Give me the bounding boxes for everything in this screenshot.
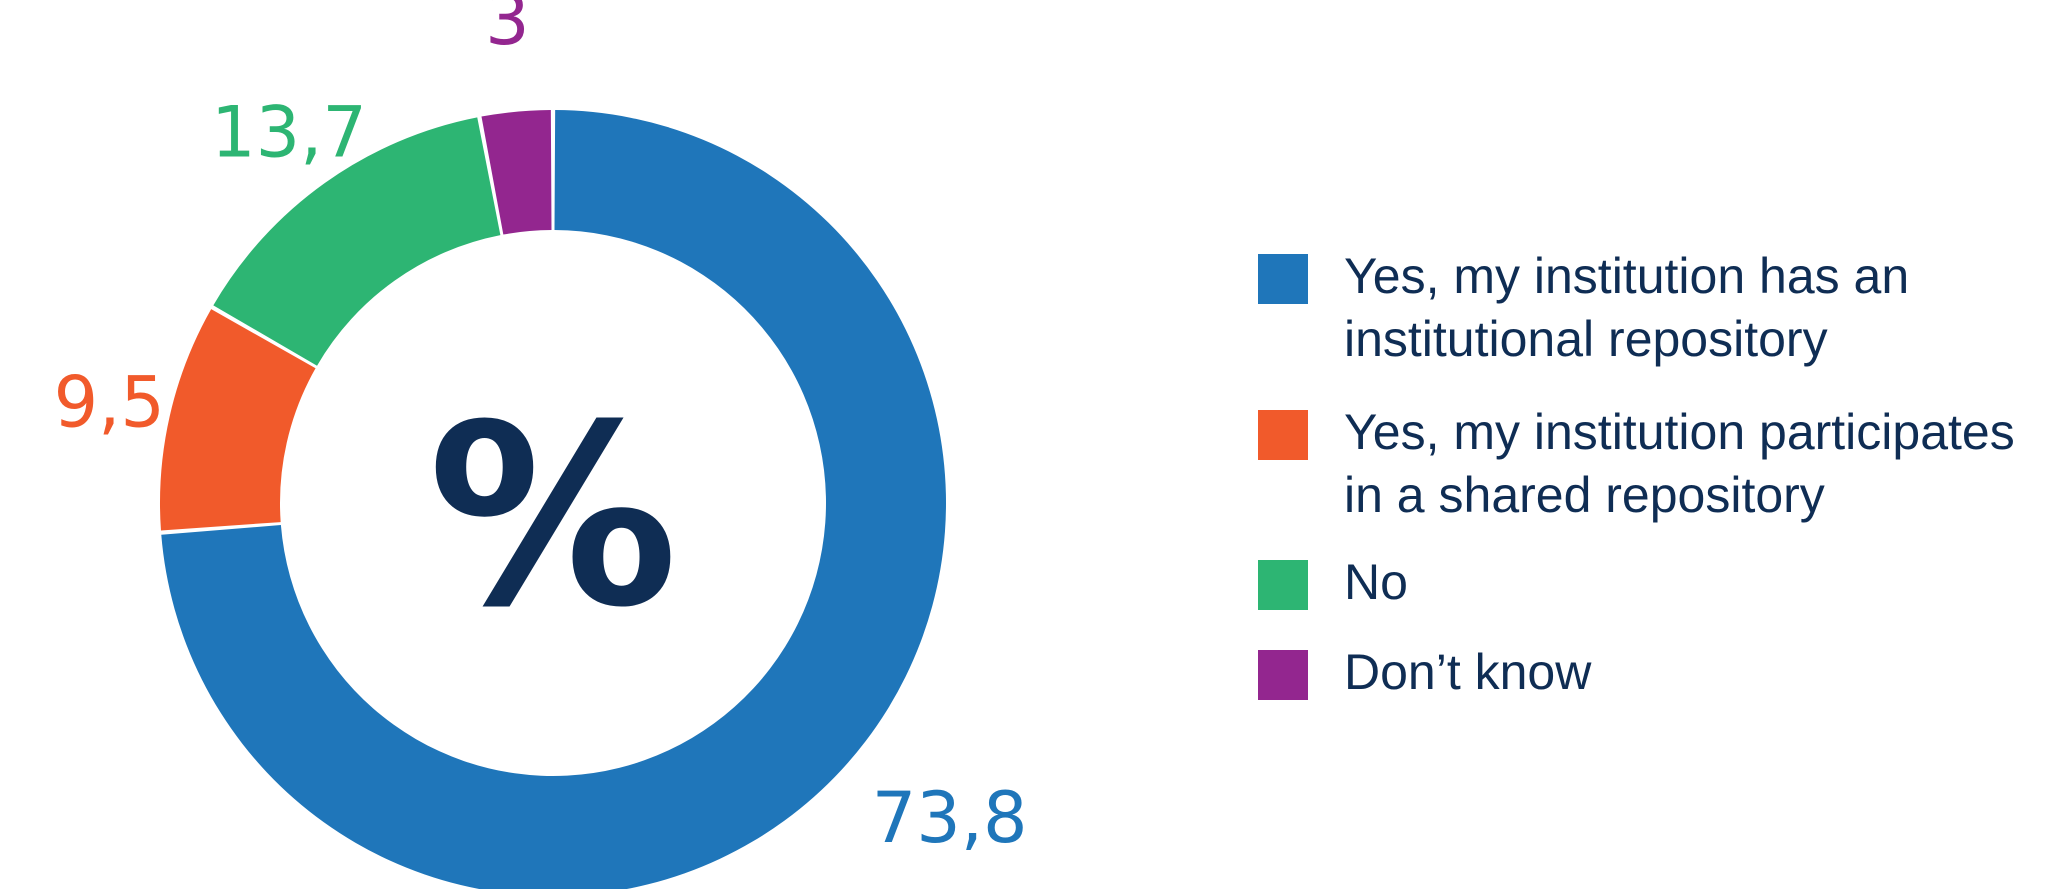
donut-slice: [159, 309, 316, 531]
legend-swatch: [1258, 650, 1308, 700]
legend-item: Don’t know: [1258, 641, 2058, 704]
legend-item: Yes, my institution has an institutional…: [1258, 245, 2058, 371]
legend-label: Yes, my institution participates in a sh…: [1344, 404, 2015, 523]
slice-value-label: 13,7: [211, 91, 367, 173]
legend-label: Yes, my institution has an institutional…: [1344, 248, 1910, 367]
slice-value-label: 73,8: [872, 777, 1028, 859]
legend-swatch: [1258, 560, 1308, 610]
donut-slice: [161, 110, 946, 889]
legend: Yes, my institution has an institutional…: [1258, 245, 2058, 704]
slice-value-label: 3: [485, 0, 530, 61]
donut-slice: [481, 110, 552, 235]
slice-value-label: 9,5: [54, 361, 165, 443]
legend-swatch: [1258, 410, 1308, 460]
legend-label: Don’t know: [1344, 644, 1592, 700]
donut-slices: [159, 110, 946, 889]
center-percent-label: %: [428, 371, 679, 662]
data-labels: 73,8 9,5 13,7 3: [54, 0, 1028, 859]
legend-swatch: [1258, 254, 1308, 304]
legend-item: Yes, my institution participates in a sh…: [1258, 401, 2058, 527]
legend-item: No: [1258, 551, 2058, 614]
legend-label: No: [1344, 554, 1408, 610]
donut-slice: [213, 117, 501, 366]
